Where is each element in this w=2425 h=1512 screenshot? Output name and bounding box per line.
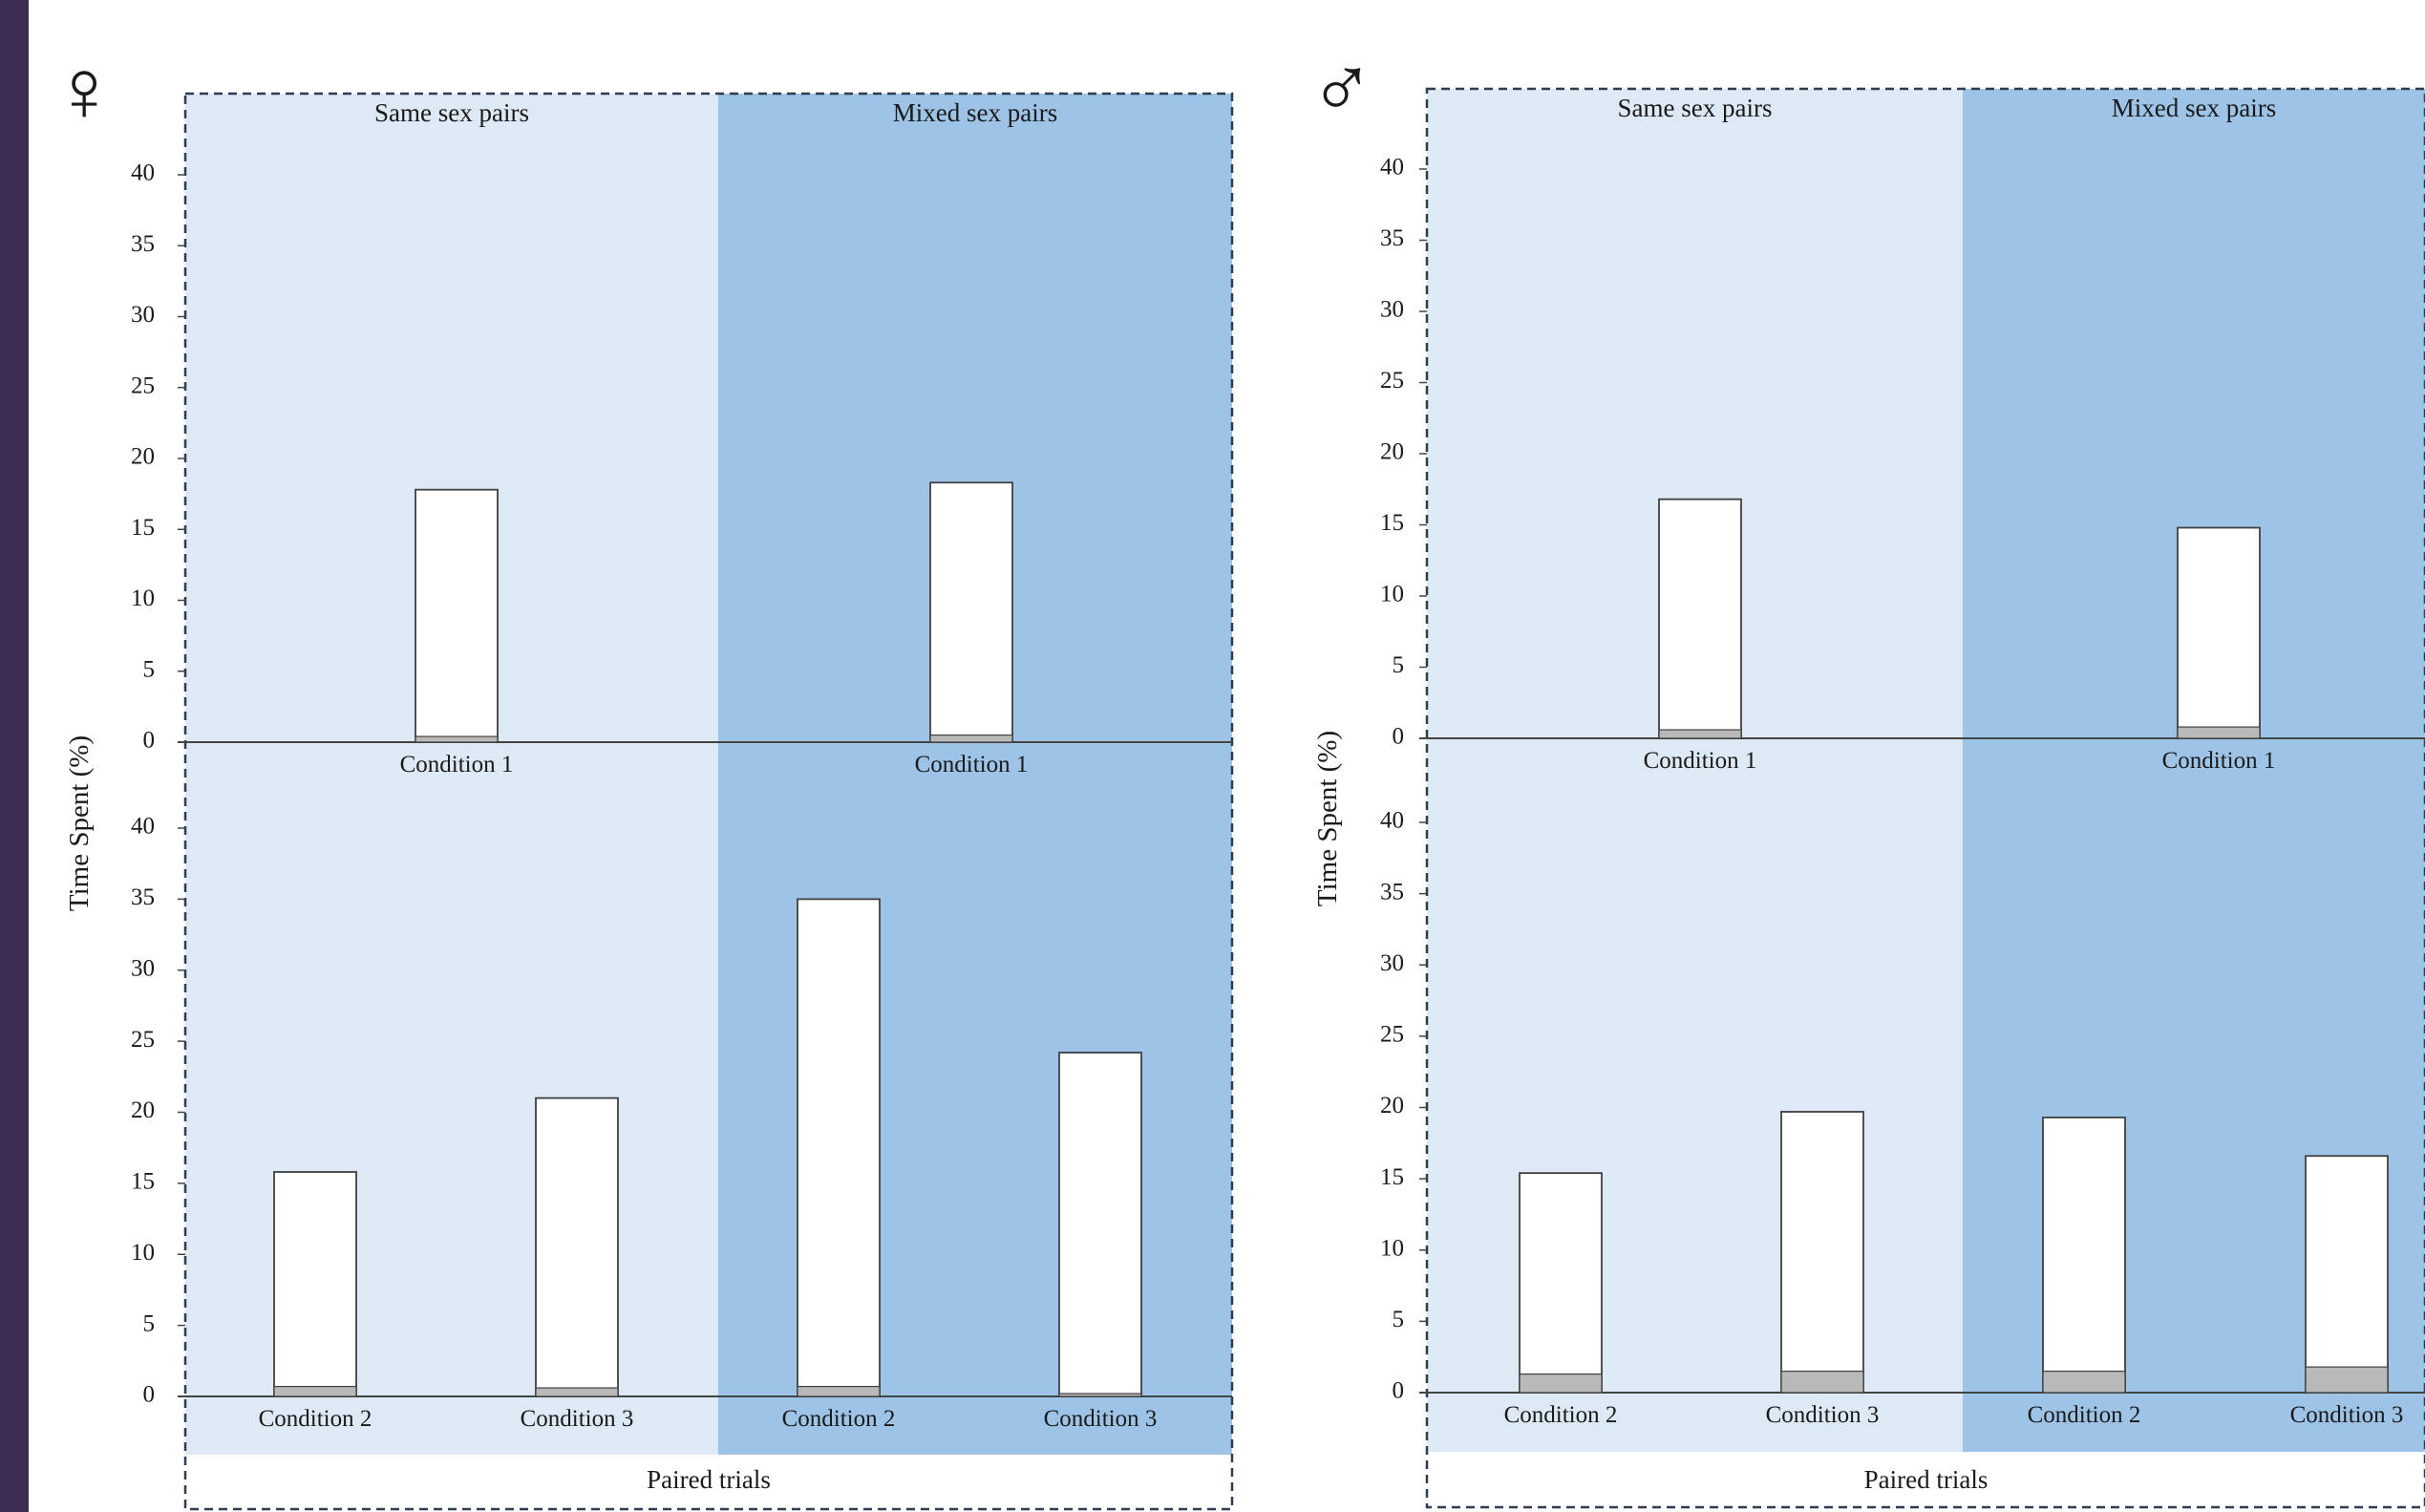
chart-panel-female: ♀ Same sex pairs Mixed sex pairs Time Spent…: [52, 42, 1234, 1511]
category-label: Condition 2: [782, 1406, 896, 1432]
female-symbol-icon: ♀: [52, 42, 117, 139]
category-label: Condition 1: [400, 752, 514, 777]
y-axis-label: Time Spent (%): [1312, 731, 1343, 906]
category-label: Condition 1: [2162, 748, 2276, 774]
bar-total: [797, 898, 881, 1397]
y-tick-label: 0: [143, 728, 156, 754]
bar-total: [929, 481, 1013, 743]
footer-label: Paired trials: [647, 1465, 771, 1494]
chart-panel-male: ♂ Same sex pairs Mixed sex pairs Time Spent…: [1309, 39, 2425, 1509]
bar-base-segment: [1780, 1371, 1864, 1394]
y-tick-label: 5: [143, 656, 156, 682]
y-tick-label: 15: [131, 515, 155, 541]
y-tick-label: 30: [131, 302, 155, 328]
y-tick-label: 20: [1380, 439, 1404, 465]
y-axis-label: Time Spent (%): [64, 735, 95, 911]
left-edge-stripe: [0, 0, 29, 1512]
category-label: Condition 2: [259, 1406, 372, 1432]
y-tick-label: 30: [1380, 297, 1404, 323]
y-tick-label: 25: [1380, 1022, 1404, 1048]
category-label: Condition 2: [1504, 1402, 1618, 1428]
same-sex-region: [1427, 89, 1963, 1452]
group-header-same: Same sex pairs: [1618, 94, 1773, 122]
category-label: Condition 1: [1644, 748, 1757, 774]
bar-total: [1519, 1172, 1603, 1394]
y-tick-label: 15: [1380, 510, 1404, 536]
male-symbol-icon: ♂: [1309, 39, 1375, 137]
bar-total: [2042, 1117, 2126, 1394]
group-header-same: Same sex pairs: [374, 98, 529, 127]
y-tick-label: 35: [1380, 225, 1404, 251]
dashed-frame: [183, 92, 1234, 1511]
bar-total: [1780, 1111, 1864, 1394]
y-tick-label: 30: [1380, 950, 1404, 976]
group-header-mixed: Mixed sex pairs: [2112, 94, 2276, 122]
bar-total: [273, 1171, 357, 1397]
group-header-mixed: Mixed sex pairs: [893, 98, 1057, 127]
category-label: Condition 3: [521, 1406, 634, 1432]
bar-base-segment: [2177, 726, 2261, 739]
y-tick-label: 35: [1380, 879, 1404, 905]
y-tick-label: 25: [131, 373, 155, 398]
y-tick-label: 5: [1393, 1307, 1405, 1332]
bar-base-segment: [273, 1385, 357, 1397]
y-tick-label: 40: [1380, 155, 1404, 181]
y-tick-label: 5: [1393, 652, 1405, 678]
category-label: Condition 2: [2028, 1402, 2141, 1428]
bar-total: [2305, 1155, 2389, 1394]
bar-base-segment: [929, 734, 1013, 743]
y-tick-label: 15: [131, 1169, 155, 1195]
y-tick-label: 0: [143, 1382, 156, 1408]
bar-base-segment: [2305, 1366, 2389, 1394]
y-tick-label: 0: [1393, 724, 1405, 750]
y-tick-label: 20: [131, 444, 155, 470]
dashed-frame: [1425, 87, 2425, 1509]
bar-base-segment: [415, 735, 499, 743]
y-tick-label: 25: [131, 1027, 155, 1053]
footer-region: [1427, 1452, 2425, 1507]
chart-panels: ♀ Same sex pairs Mixed sex pairs Time Spent…: [52, 39, 2425, 1511]
y-tick-label: 35: [131, 231, 155, 257]
bar-base-segment: [1519, 1373, 1603, 1394]
bar-total: [1658, 498, 1742, 739]
y-tick-label: 20: [1380, 1093, 1404, 1118]
footer-region: [185, 1455, 1232, 1509]
y-tick-label: 30: [131, 955, 155, 981]
bar-base-segment: [535, 1387, 619, 1397]
y-tick-label: 20: [131, 1097, 155, 1123]
bar-total: [415, 488, 499, 743]
y-tick-label: 10: [1380, 1235, 1404, 1261]
bar-base-segment: [1658, 729, 1742, 739]
y-tick-label: 15: [1380, 1164, 1404, 1190]
category-label: Condition 1: [915, 752, 1029, 777]
bar-base-segment: [797, 1385, 881, 1397]
y-tick-label: 0: [1393, 1378, 1405, 1404]
y-tick-label: 40: [131, 814, 155, 840]
y-tick-label: 5: [143, 1310, 156, 1336]
bar-total: [535, 1097, 619, 1397]
bar-total: [2177, 526, 2261, 739]
y-tick-label: 40: [131, 160, 155, 186]
y-tick-label: 25: [1380, 368, 1404, 394]
category-label: Condition 3: [2290, 1402, 2404, 1428]
y-tick-label: 40: [1380, 808, 1404, 834]
bar-total: [1058, 1052, 1142, 1397]
category-label: Condition 3: [1766, 1402, 1880, 1428]
y-tick-label: 10: [131, 1240, 155, 1266]
category-label: Condition 3: [1044, 1406, 1158, 1432]
bar-base-segment: [2042, 1371, 2126, 1394]
y-tick-label: 10: [131, 586, 155, 611]
footer-label: Paired trials: [1864, 1465, 1989, 1494]
bar-base-segment: [1058, 1393, 1142, 1397]
y-tick-label: 35: [131, 884, 155, 910]
y-tick-label: 10: [1380, 582, 1404, 607]
